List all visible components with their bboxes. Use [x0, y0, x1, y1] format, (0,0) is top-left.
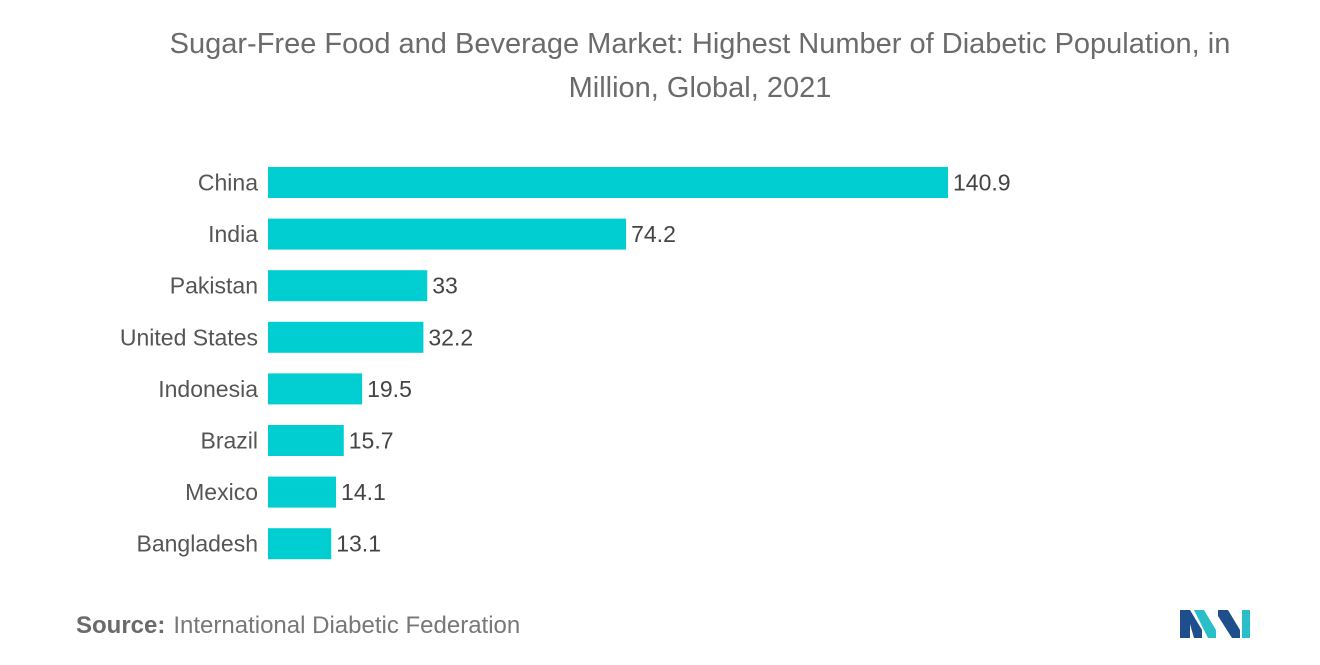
value-label: 13.1 — [336, 531, 381, 557]
value-label: 15.7 — [349, 428, 394, 454]
bar — [268, 528, 332, 560]
logo-shape-3 — [1218, 610, 1240, 638]
bar — [268, 476, 337, 508]
category-label: Mexico — [185, 479, 258, 505]
category-label: Pakistan — [170, 273, 258, 299]
bar — [268, 270, 428, 302]
category-label: China — [198, 170, 258, 196]
chart-title-line-2: Million, Global, 2021 — [568, 72, 832, 104]
bar-chart: China 140.9 India 74.2 Pakistan 33 United Stat… — [120, 167, 1011, 560]
bar — [268, 373, 363, 405]
logo-shape-2 — [1194, 610, 1216, 638]
category-label: United States — [120, 324, 258, 350]
category-label: Brazil — [200, 428, 258, 454]
value-label: 33 — [432, 273, 458, 299]
category-label: Indonesia — [158, 376, 258, 402]
value-label: 19.5 — [367, 376, 412, 402]
source-text: International Diabetic Federation — [173, 612, 521, 639]
value-label: 32.2 — [428, 324, 473, 350]
value-label: 140.9 — [953, 170, 1011, 196]
bar — [268, 167, 948, 198]
source-note: Source: International Diabetic Federation — [76, 612, 520, 640]
bar — [268, 425, 344, 456]
chart-title-line-1: Sugar-Free Food and Beverage Market: Hig… — [169, 28, 1231, 60]
category-label: India — [208, 221, 258, 247]
logo-shape-1 — [1180, 610, 1202, 638]
value-label: 74.2 — [631, 221, 676, 247]
logo-shape-4 — [1242, 610, 1250, 638]
company-logo-icon — [1180, 610, 1250, 638]
bar — [268, 321, 424, 353]
category-label: Bangladesh — [137, 531, 259, 557]
value-label: 14.1 — [341, 479, 386, 505]
bar — [268, 218, 627, 250]
chart-title: Sugar-Free Food and Beverage Market: Hig… — [60, 22, 1320, 110]
source-label: Source: — [76, 612, 166, 639]
